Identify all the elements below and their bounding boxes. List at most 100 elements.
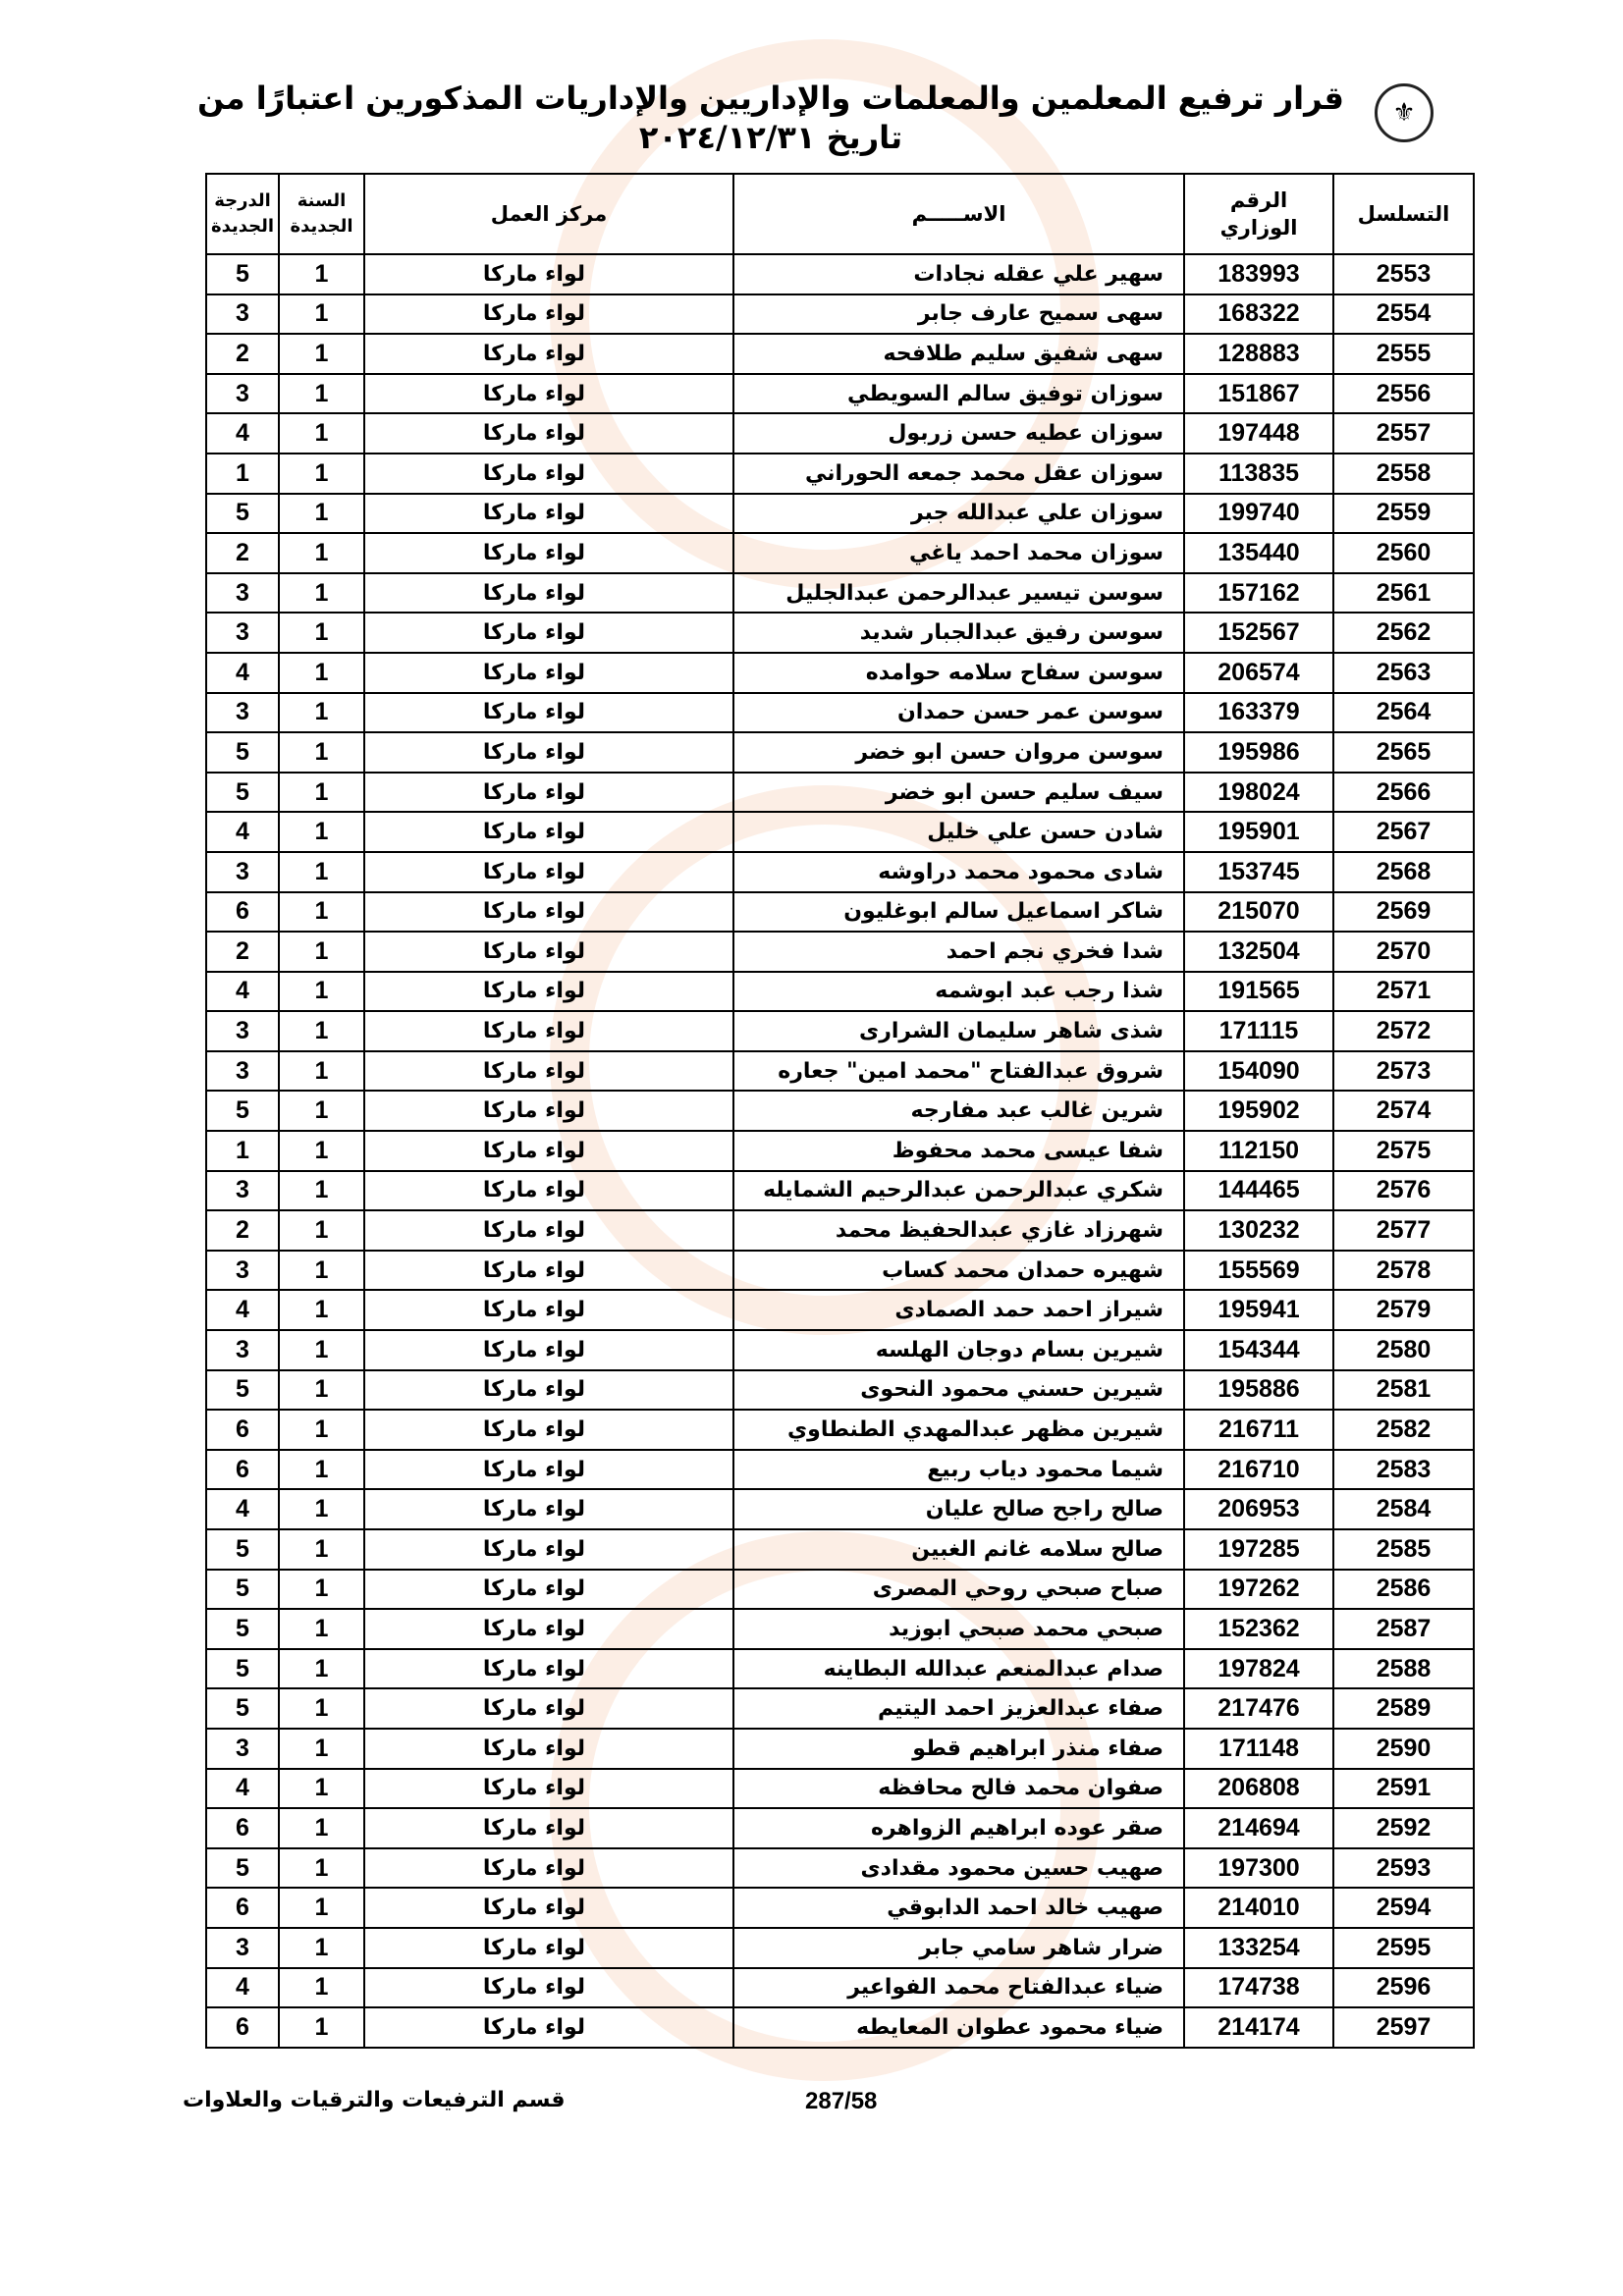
serial-cell: 2561 [1332, 571, 1475, 614]
ministry-number-cell: 163379 [1183, 691, 1334, 734]
ministry-number-cell: 199740 [1183, 492, 1334, 535]
work-center-cell: لواء ماركا [363, 1608, 734, 1650]
table-row: 2586 197262 صباح صبحي روحي المصرى لواء مارك… [205, 1568, 1475, 1611]
work-center-cell: لواء ماركا [363, 1049, 734, 1093]
new-grade-cell: 4 [205, 412, 280, 454]
new-year-cell: 1 [278, 1329, 365, 1371]
work-center-cell: لواء ماركا [363, 1568, 734, 1611]
name-cell: ضرار شاهر سامي جابر [732, 1926, 1185, 1969]
serial-cell: 2564 [1332, 691, 1475, 734]
serial-cell: 2572 [1332, 1010, 1475, 1052]
serial-cell: 2594 [1332, 1887, 1475, 1929]
serial-cell: 2583 [1332, 1448, 1475, 1491]
serial-cell: 2558 [1332, 452, 1475, 495]
new-grade-cell: 3 [205, 1249, 280, 1292]
new-grade-cell: 5 [205, 731, 280, 774]
ministry-number-cell: 133254 [1183, 1926, 1334, 1969]
ministry-number-cell: 206953 [1183, 1488, 1334, 1530]
new-year-cell: 1 [278, 412, 365, 454]
work-center-cell: لواء ماركا [363, 1926, 734, 1969]
new-year-cell: 1 [278, 532, 365, 574]
serial-cell: 2557 [1332, 412, 1475, 454]
new-year-cell: 1 [278, 1687, 365, 1730]
new-grade-cell: 3 [205, 372, 280, 415]
name-cell: شكري عبدالرحمن عبدالرحيم الشمايله [732, 1169, 1185, 1212]
table-row: 2563 206574 سوسن سفاح سلامه حوامده لواء مار… [205, 651, 1475, 694]
new-year-cell: 1 [278, 1887, 365, 1929]
table-row: 2554 168322 سهى سميح عارف جابر لواء ماركا 1 3 [205, 293, 1475, 336]
new-grade-cell: 5 [205, 253, 280, 295]
table-row: 2558 113835 سوزان عقل محمد جمعه الحوراني لو… [205, 452, 1475, 495]
name-cell: سوزان محمد احمد ياغي [732, 532, 1185, 574]
work-center-cell: لواء ماركا [363, 1727, 734, 1770]
table-header-row: التسلسل الرقم الوزاري الاســـــم مركز ال… [205, 173, 1475, 255]
ministry-number-cell: 206574 [1183, 651, 1334, 694]
serial-cell: 2574 [1332, 1090, 1475, 1133]
work-center-cell: لواء ماركا [363, 691, 734, 734]
new-year-cell: 1 [278, 771, 365, 814]
work-center-cell: لواء ماركا [363, 1887, 734, 1929]
name-cell: سهى سميح عارف جابر [732, 293, 1185, 336]
name-cell: سوسن رفيق عبدالجبار شديد [732, 612, 1185, 654]
serial-cell: 2577 [1332, 1209, 1475, 1252]
serial-cell: 2570 [1332, 931, 1475, 973]
serial-cell: 2565 [1332, 731, 1475, 774]
table-row: 2568 153745 شادى محمود محمد دراوشه لواء مار… [205, 850, 1475, 893]
header-work-center: مركز العمل [363, 173, 734, 255]
table-row: 2576 144465 شكري عبدالرحمن عبدالرحيم الشما… [205, 1169, 1475, 1212]
work-center-cell: لواء ماركا [363, 2006, 734, 2049]
ministry-number-cell: 154090 [1183, 1049, 1334, 1093]
new-year-cell: 1 [278, 970, 365, 1013]
new-grade-cell: 6 [205, 1448, 280, 1491]
header-ministry-number: الرقم الوزاري [1183, 173, 1334, 255]
work-center-cell: لواء ماركا [363, 333, 734, 375]
serial-cell: 2595 [1332, 1926, 1475, 1969]
new-year-cell: 1 [278, 1448, 365, 1491]
new-year-cell: 1 [278, 571, 365, 614]
new-grade-cell: 1 [205, 452, 280, 495]
name-cell: شهرزاد غازي عبدالحفيظ محمد [732, 1209, 1185, 1252]
ministry-number-cell: 216710 [1183, 1448, 1334, 1491]
new-grade-cell: 3 [205, 1169, 280, 1212]
work-center-cell: لواء ماركا [363, 612, 734, 654]
table-row: 2590 171148 صفاء منذر ابراهيم قطو لواء مارك… [205, 1727, 1475, 1770]
work-center-cell: لواء ماركا [363, 1966, 734, 2009]
ministry-number-cell: 195886 [1183, 1368, 1334, 1412]
new-year-cell: 1 [278, 1528, 365, 1571]
ministry-number-cell: 215070 [1183, 890, 1334, 934]
new-grade-cell: 2 [205, 532, 280, 574]
serial-cell: 2590 [1332, 1727, 1475, 1770]
new-year-cell: 1 [278, 1209, 365, 1252]
name-cell: سوسن تيسير عبدالرحمن عبدالجليل [732, 571, 1185, 614]
work-center-cell: لواء ماركا [363, 253, 734, 295]
serial-cell: 2576 [1332, 1169, 1475, 1212]
name-cell: شيرين بسام دوجان الهلسه [732, 1329, 1185, 1371]
ministry-number-cell: 214694 [1183, 1807, 1334, 1849]
ministry-number-cell: 195941 [1183, 1289, 1334, 1332]
new-year-cell: 1 [278, 253, 365, 295]
ministry-number-cell: 216711 [1183, 1409, 1334, 1451]
new-grade-cell: 5 [205, 1647, 280, 1690]
new-grade-cell: 5 [205, 771, 280, 814]
name-cell: صالح سلامه غانم الغبين [732, 1528, 1185, 1571]
table-row: 2597 214174 ضياء محمود عطوان المعايطه لواء … [205, 2006, 1475, 2049]
ministry-number-cell: 157162 [1183, 571, 1334, 614]
new-year-cell: 1 [278, 1409, 365, 1451]
work-center-cell: لواء ماركا [363, 1010, 734, 1052]
table-row: 2555 128883 سهى شفيق سليم طلافحه لواء ماركا… [205, 333, 1475, 375]
work-center-cell: لواء ماركا [363, 651, 734, 694]
work-center-cell: لواء ماركا [363, 452, 734, 495]
new-grade-cell: 3 [205, 691, 280, 734]
table-row: 2587 152362 صبحي محمد صبحي ابوزيد لواء مارك… [205, 1608, 1475, 1650]
ministry-number-cell: 217476 [1183, 1687, 1334, 1730]
ministry-number-cell: 197824 [1183, 1647, 1334, 1690]
name-cell: سوسن سفاح سلامه حوامده [732, 651, 1185, 694]
serial-cell: 2585 [1332, 1528, 1475, 1571]
new-grade-cell: 4 [205, 970, 280, 1013]
new-year-cell: 1 [278, 1010, 365, 1052]
ministry-number-cell: 206808 [1183, 1767, 1334, 1810]
serial-cell: 2555 [1332, 333, 1475, 375]
work-center-cell: لواء ماركا [363, 372, 734, 415]
new-year-cell: 1 [278, 1368, 365, 1412]
serial-cell: 2597 [1332, 2006, 1475, 2049]
